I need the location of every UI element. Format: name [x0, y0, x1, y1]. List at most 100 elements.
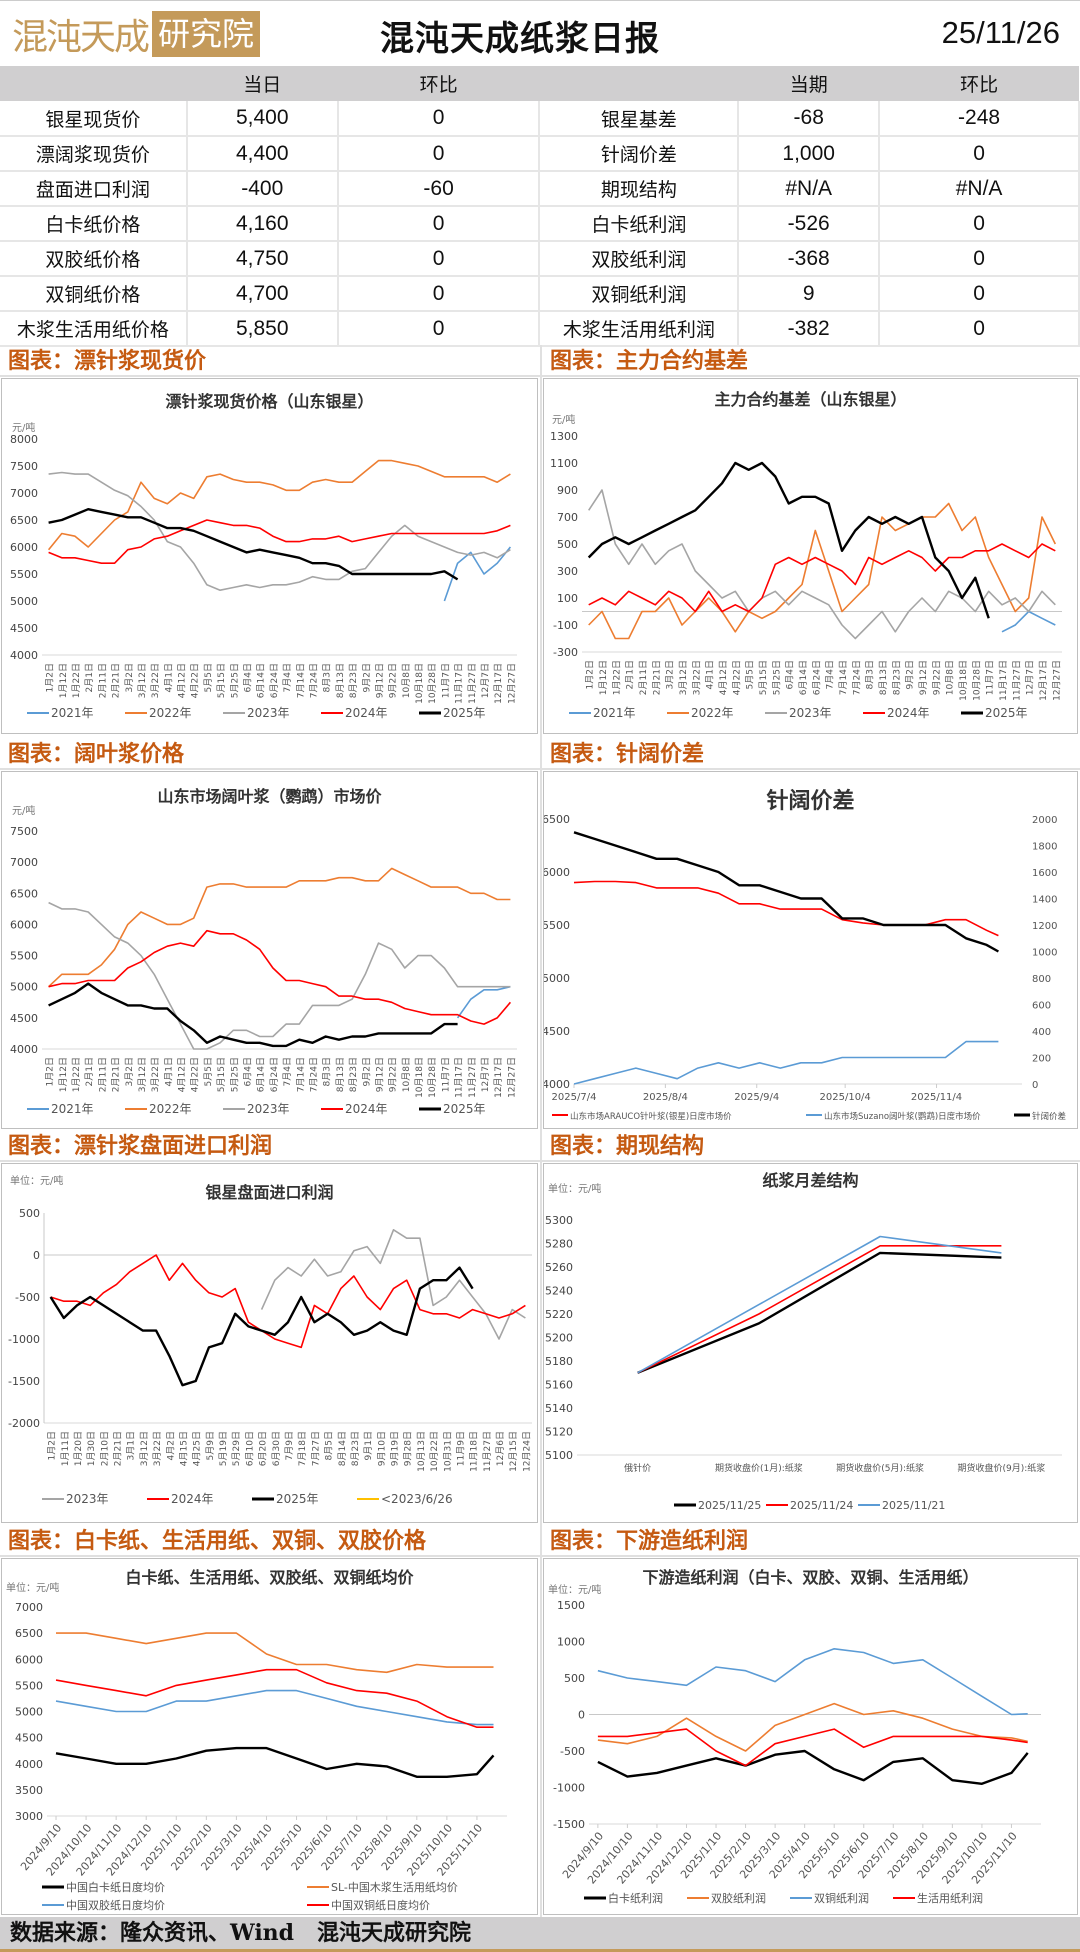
- y-tick-label: 5500: [10, 568, 38, 581]
- legend-item: 中国双胶纸日度均价: [42, 1898, 165, 1912]
- y2-tick-label: 1800: [1032, 842, 1057, 853]
- x-tick-label: 6月14日: [256, 663, 267, 698]
- x-tick-label: 1月11日: [60, 1431, 71, 1466]
- legend-label: 2021年: [51, 1102, 94, 1116]
- x-tick-label: 9月28日: [403, 1431, 414, 1466]
- chart-paper-prices: 白卡纸、生活用纸、双胶纸、双铜纸均价 单位：元/吨 3000 3500 4000 4500…: [1, 1558, 538, 1915]
- legend-item: 2021年: [569, 706, 636, 720]
- legend-label: 生活用纸利润: [917, 1891, 983, 1905]
- y-tick-label: 1300: [550, 430, 578, 443]
- y-tick-label: 5160: [545, 1379, 573, 1392]
- y-tick-label: 8000: [10, 433, 38, 446]
- x-tick-label: 6月10日: [244, 1431, 255, 1466]
- section-title: 图表：阔叶浆价格: [0, 738, 540, 770]
- x-tick-label: 10月18日: [414, 1057, 425, 1098]
- table-row: 漂阔浆现货价 4,400 0 针阔价差 1,000 0: [0, 136, 1080, 172]
- x-tick-label: 11月27日: [467, 663, 478, 704]
- metric-label: 银星现货价: [0, 101, 188, 137]
- y-tick-label: 300: [557, 565, 578, 578]
- x-tick-label: 7月14日: [838, 660, 849, 695]
- y-tick-label: 5260: [545, 1261, 573, 1274]
- legend-item: 双胶纸利润: [687, 1891, 766, 1905]
- x-tick-label: 5月15日: [758, 660, 769, 695]
- x-tick-label: 8月5日: [324, 1431, 335, 1460]
- x-tick-label: 4月12日: [177, 663, 188, 698]
- x-tick-label: 9月12日: [374, 663, 385, 698]
- x-tick-label: 6月4日: [243, 663, 254, 692]
- series-line: [637, 1245, 1002, 1374]
- logo-box: 研究院: [152, 11, 261, 57]
- y2-tick-label: 2000: [1032, 815, 1057, 826]
- y-tick-label: -1500: [8, 1375, 40, 1388]
- x-tick-label: 4月1日: [705, 660, 716, 689]
- x-tick-label: 4月22日: [190, 663, 201, 698]
- x-tick-label: 1月2日: [47, 1431, 58, 1460]
- legend-label: 2024年: [345, 706, 388, 720]
- legend-item: 山东市场ARAUCO针叶浆(银星)日度市场价: [552, 1111, 732, 1122]
- metric-label: 白卡纸价格: [0, 206, 188, 242]
- x-tick-label: 2月21日: [111, 1057, 122, 1092]
- x-tick-label: 7月4日: [282, 1057, 293, 1086]
- legend-item: 2025/11/25: [674, 1499, 761, 1512]
- metric-value: 1,000: [738, 136, 881, 172]
- table-row: 盘面进口利润 -400 -60 期现结构 #N/A #N/A: [0, 171, 1080, 207]
- metric-label: 木浆生活用纸利润: [539, 311, 740, 347]
- x-tick-label: 3月12日: [139, 1431, 150, 1466]
- x-tick-label: 5月5日: [203, 1057, 214, 1086]
- metric-change: 0: [337, 136, 541, 172]
- y-tick-label: -500: [560, 1745, 585, 1758]
- metric-value: 4,700: [186, 276, 339, 312]
- x-tick-label: 6月20日: [258, 1431, 269, 1466]
- legend-label: 2025/11/24: [790, 1499, 853, 1512]
- table-row: 银星现货价 5,400 0 银星基差 -68 -248: [0, 101, 1080, 137]
- x-tick-label: 10月8日: [401, 663, 412, 698]
- y-tick-label: 900: [557, 484, 578, 497]
- series-line: [47, 459, 511, 551]
- series-line: [588, 543, 1056, 613]
- series-line: [48, 471, 511, 591]
- section-title: 图表：针阔价差: [542, 738, 1080, 770]
- y-tick-label: 500: [564, 1672, 585, 1685]
- x-tick-label: 12月15日: [508, 1431, 519, 1472]
- chart-title: 漂针浆现货价格（山东银星）: [165, 392, 373, 411]
- legend-label: 白卡纸利润: [608, 1891, 663, 1905]
- legend-label: 2025年: [985, 706, 1028, 720]
- x-tick-label: 8月23日: [348, 1057, 359, 1092]
- x-tick-label: 4月12日: [718, 660, 729, 695]
- x-tick-label: 2月1日: [625, 660, 636, 689]
- legend-label: 2022年: [149, 706, 192, 720]
- y-tick-label: 5500: [15, 1679, 43, 1692]
- legend-label: 针阔价差: [1032, 1111, 1066, 1122]
- unit-label: 元/吨: [12, 804, 35, 817]
- metric-label: 双胶纸价格: [0, 241, 188, 277]
- legend-item: 2023年: [42, 1492, 109, 1506]
- x-tick-label: 7月24日: [308, 1057, 319, 1092]
- metric-change: 0: [337, 241, 541, 277]
- metric-label: 白卡纸利润: [539, 206, 740, 242]
- x-tick-label: 12月7日: [1025, 660, 1036, 695]
- chart-title: 针阔价差: [766, 788, 854, 814]
- chart-futures-structure: 纸浆月差结构 单位：元/吨 5100 5120 5140 5160 5180 5200 5220…: [543, 1163, 1078, 1523]
- x-tick-label: 12月24日: [521, 1431, 532, 1472]
- legend-item: 2022年: [125, 1102, 192, 1116]
- section-title: 图表：漂针浆盘面进口利润: [0, 1130, 540, 1162]
- column-header: [539, 66, 739, 101]
- x-tick-label: 1月22日: [71, 1057, 82, 1092]
- y-tick-label: 1500: [557, 1599, 585, 1612]
- unit-label: 单位：元/吨: [548, 1583, 601, 1596]
- x-tick-label: 4月25日: [192, 1431, 203, 1466]
- metric-value: 9: [738, 276, 881, 312]
- x-tick-label: 7月14日: [295, 663, 306, 698]
- x-tick-label: 2月11日: [97, 1057, 108, 1092]
- x-tick-label: 7月18日: [297, 1431, 308, 1466]
- series-line: [55, 1746, 495, 1778]
- y2-tick-label: 1600: [1032, 868, 1057, 879]
- legend-item: 2024年: [321, 706, 388, 720]
- x-tick-label: 3月22日: [150, 663, 161, 698]
- x-tick-label: 2025/8/4: [643, 1092, 688, 1103]
- chart-title: 下游造纸利润（白卡、双胶、双铜、生活用纸）: [642, 1568, 978, 1587]
- series-line: [48, 901, 511, 1050]
- series-line: [48, 867, 511, 988]
- y-tick-label: 100: [557, 592, 578, 605]
- series-line: [56, 1632, 494, 1674]
